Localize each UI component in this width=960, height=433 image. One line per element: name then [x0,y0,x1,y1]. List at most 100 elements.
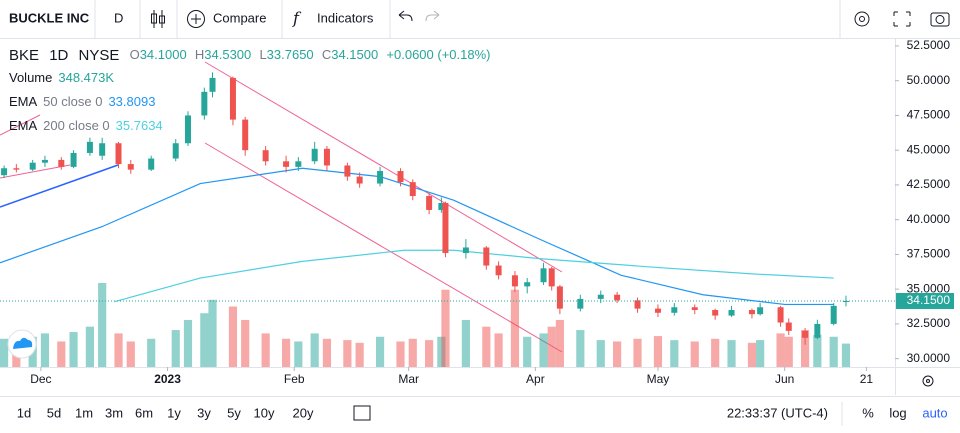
candle-body [311,148,318,162]
legend-row: Volume 348.473K [9,70,114,85]
trend-line [0,164,119,208]
redo-icon[interactable] [425,10,440,22]
volume-bar [228,306,238,367]
x-tick-label: Apr [526,372,545,386]
candle-body [148,158,155,170]
legend-row: EMA 200 close 0 35.7634 [9,118,163,133]
legend-interval: 1D [49,47,68,64]
volume-bar [670,340,679,367]
range-button[interactable]: 6m [135,405,153,420]
settings-icon[interactable] [854,11,870,27]
time-axis-settings[interactable] [922,375,934,387]
range-button[interactable]: 5y [227,405,241,420]
snapshot-icon[interactable] [930,12,950,27]
legend-open: 34.1000 [140,47,187,62]
fullscreen-icon[interactable] [893,11,911,27]
volume-bar [322,338,332,367]
candle-body [524,282,531,287]
volume-bar [57,341,66,367]
date-range-icon[interactable] [353,405,371,421]
volume-bar [633,338,642,367]
candle-body [295,161,302,167]
legend-exchange: NYSE [79,47,120,64]
candle-body [409,182,416,197]
y-tick-label: 32.5000 [907,316,951,330]
candle-body [802,330,809,338]
range-button[interactable]: 1m [75,405,93,420]
candle-body [728,310,735,316]
range-button[interactable]: 3y [197,405,211,420]
log-toggle[interactable]: log [889,405,906,420]
indicators-icon[interactable]: f [292,9,302,28]
compare-icon[interactable] [187,10,205,28]
x-tick-label: 2023 [154,372,181,386]
x-tick-label: Feb [284,372,305,386]
percent-toggle[interactable]: % [862,405,874,420]
interval[interactable]: D [114,10,123,25]
range-button[interactable]: 1y [167,405,181,420]
auto-toggle[interactable]: auto [922,405,947,420]
compare-button[interactable]: Compare [213,10,266,25]
trend-line [0,114,41,136]
legend-ema200-label: EMA [9,118,38,133]
y-tick-label: 40.0000 [907,212,951,226]
volume-bar [147,338,156,367]
volume-bar [756,340,765,367]
volume-bar [653,336,663,367]
candle-body [495,265,502,276]
volume-bar [0,338,9,367]
last-price-badge [896,292,954,309]
candle-body [209,77,216,92]
volume-bar [69,332,78,367]
x-tick-label: Jun [775,372,794,386]
legend-row: BKE 1D NYSE O34.1000 H34.5300 L33.7650 C… [9,47,490,64]
legend-volume-label: Volume [9,70,52,85]
candle-body [540,268,547,283]
candle-body [577,298,584,309]
volume-bar [776,333,785,367]
chart-type-icon[interactable] [151,10,165,28]
range-button[interactable]: 3m [105,405,123,420]
candle-body [13,168,20,170]
x-tick-label: Mar [398,372,419,386]
y-tick-label: 47.5000 [907,108,951,122]
trend-line [0,164,71,179]
symbol[interactable]: BUCKLE INC [9,10,90,25]
plot [0,61,851,367]
range-button[interactable]: 20y [293,405,314,420]
volume-bar [461,319,470,367]
volume-bar [310,333,319,367]
candle-body [597,294,604,299]
legend-change: +0.0600 (+0.18%) [386,47,490,62]
trend-line [204,142,563,353]
volume-bar [539,333,548,367]
volume-bar [408,338,417,367]
volume-bar [510,289,520,367]
range-button[interactable]: 10y [254,405,275,420]
candle-body [283,161,290,167]
range-button[interactable]: 5d [47,405,61,420]
volume-bar [547,326,556,367]
candle-body [748,310,755,315]
volume-bar [494,333,503,367]
volume-bar [98,283,107,367]
candle-body [634,300,641,309]
volume-bar [396,341,405,367]
candle-body [548,268,555,287]
indicators-button[interactable]: Indicators [317,10,374,25]
candle-body [442,203,449,254]
y-tick-label: 45.0000 [907,142,951,156]
volume-bar [801,330,810,367]
volume-bar [690,341,699,367]
undo-icon[interactable] [398,10,413,22]
range-button[interactable]: 1d [17,405,31,420]
candle-body [438,203,445,210]
volume-bar [576,330,585,367]
legend-ema200-params: 200 close 0 [43,118,110,133]
volume-bar [355,342,364,367]
ema-line [114,249,834,303]
trend-line [204,61,563,273]
y-tick-label: 30.0000 [907,351,951,365]
candle-body [172,143,179,159]
x-tick-label: May [647,372,670,386]
